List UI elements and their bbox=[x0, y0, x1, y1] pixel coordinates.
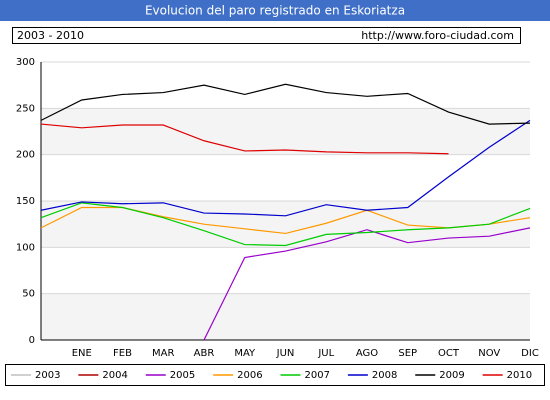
legend-label: 2004 bbox=[102, 370, 127, 381]
x-tick-label: DIC bbox=[521, 348, 539, 359]
legend-label: 2003 bbox=[35, 370, 60, 381]
subtitle: 2003 - 2010 bbox=[17, 29, 84, 42]
x-tick-label: JUN bbox=[276, 348, 295, 359]
x-tick-label: FEB bbox=[113, 348, 132, 359]
x-tick-label: AGO bbox=[356, 348, 378, 359]
y-tick-label: 50 bbox=[22, 289, 35, 300]
x-tick-label: OCT bbox=[438, 348, 460, 359]
grid-band bbox=[41, 201, 530, 248]
grid-band bbox=[41, 293, 530, 340]
x-tick-label: SEP bbox=[398, 348, 417, 359]
y-tick-label: 150 bbox=[16, 196, 35, 207]
series-line bbox=[203, 227, 531, 341]
series-line bbox=[40, 83, 531, 125]
x-tick-label: MAR bbox=[152, 348, 174, 359]
y-tick-label: 300 bbox=[16, 57, 35, 68]
x-tick-label: ENE bbox=[72, 348, 92, 359]
legend-label: 2005 bbox=[170, 370, 195, 381]
legend-label: 2008 bbox=[372, 370, 397, 381]
y-tick-label: 200 bbox=[16, 150, 35, 161]
y-tick-label: 250 bbox=[16, 103, 35, 114]
x-tick-label: MAY bbox=[234, 348, 256, 359]
legend-label: 2010 bbox=[507, 370, 532, 381]
x-tick-label: ABR bbox=[194, 348, 215, 359]
source: http://www.foro-ciudad.com bbox=[361, 29, 514, 42]
legend-label: 2007 bbox=[305, 370, 330, 381]
x-tick-label: NOV bbox=[478, 348, 500, 359]
grid-band bbox=[41, 108, 530, 155]
title-bar bbox=[0, 0, 550, 21]
legend-box bbox=[5, 364, 545, 386]
y-tick-label: 0 bbox=[29, 335, 35, 346]
y-tick-label: 100 bbox=[16, 242, 35, 253]
chart-title: Evolucion del paro registrado en Eskoria… bbox=[145, 4, 405, 18]
series-line bbox=[40, 202, 531, 247]
x-tick-label: JUL bbox=[317, 348, 334, 359]
legend-label: 2006 bbox=[237, 370, 262, 381]
info-box bbox=[12, 27, 521, 44]
series-line bbox=[40, 119, 531, 217]
legend-label: 2009 bbox=[439, 370, 464, 381]
series-line bbox=[40, 123, 449, 155]
